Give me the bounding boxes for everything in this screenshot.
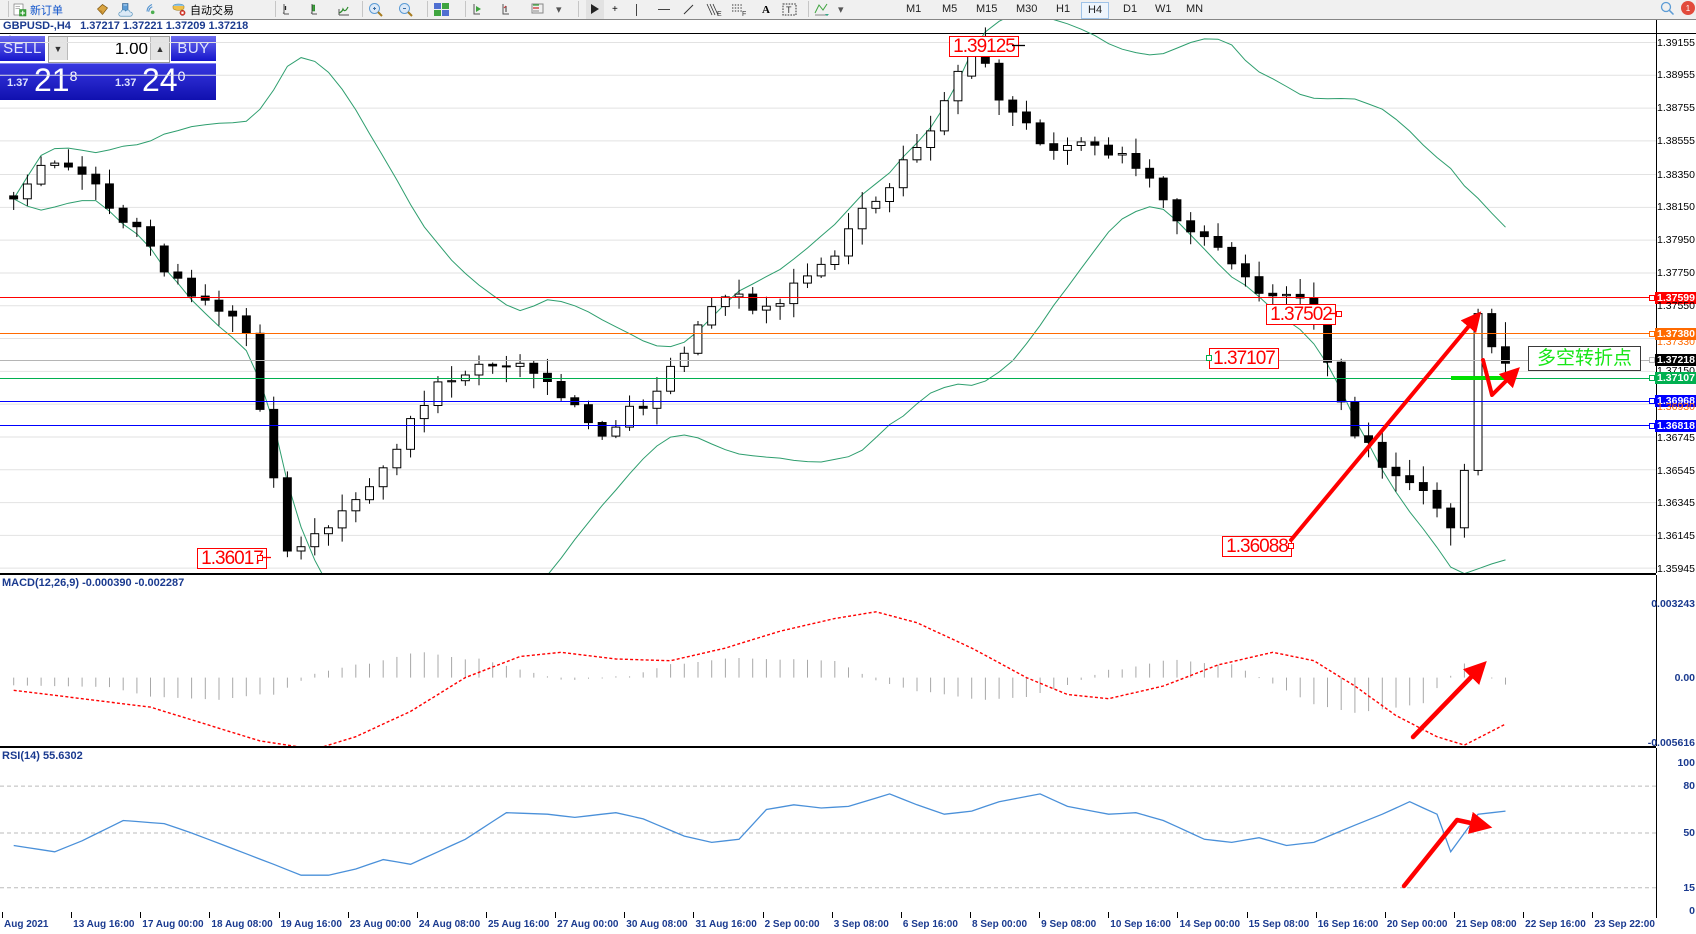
svg-text:E: E — [717, 11, 722, 16]
svg-text:T: T — [786, 5, 792, 15]
svg-text:1: 1 — [1686, 4, 1691, 13]
svg-text:F: F — [742, 11, 746, 16]
